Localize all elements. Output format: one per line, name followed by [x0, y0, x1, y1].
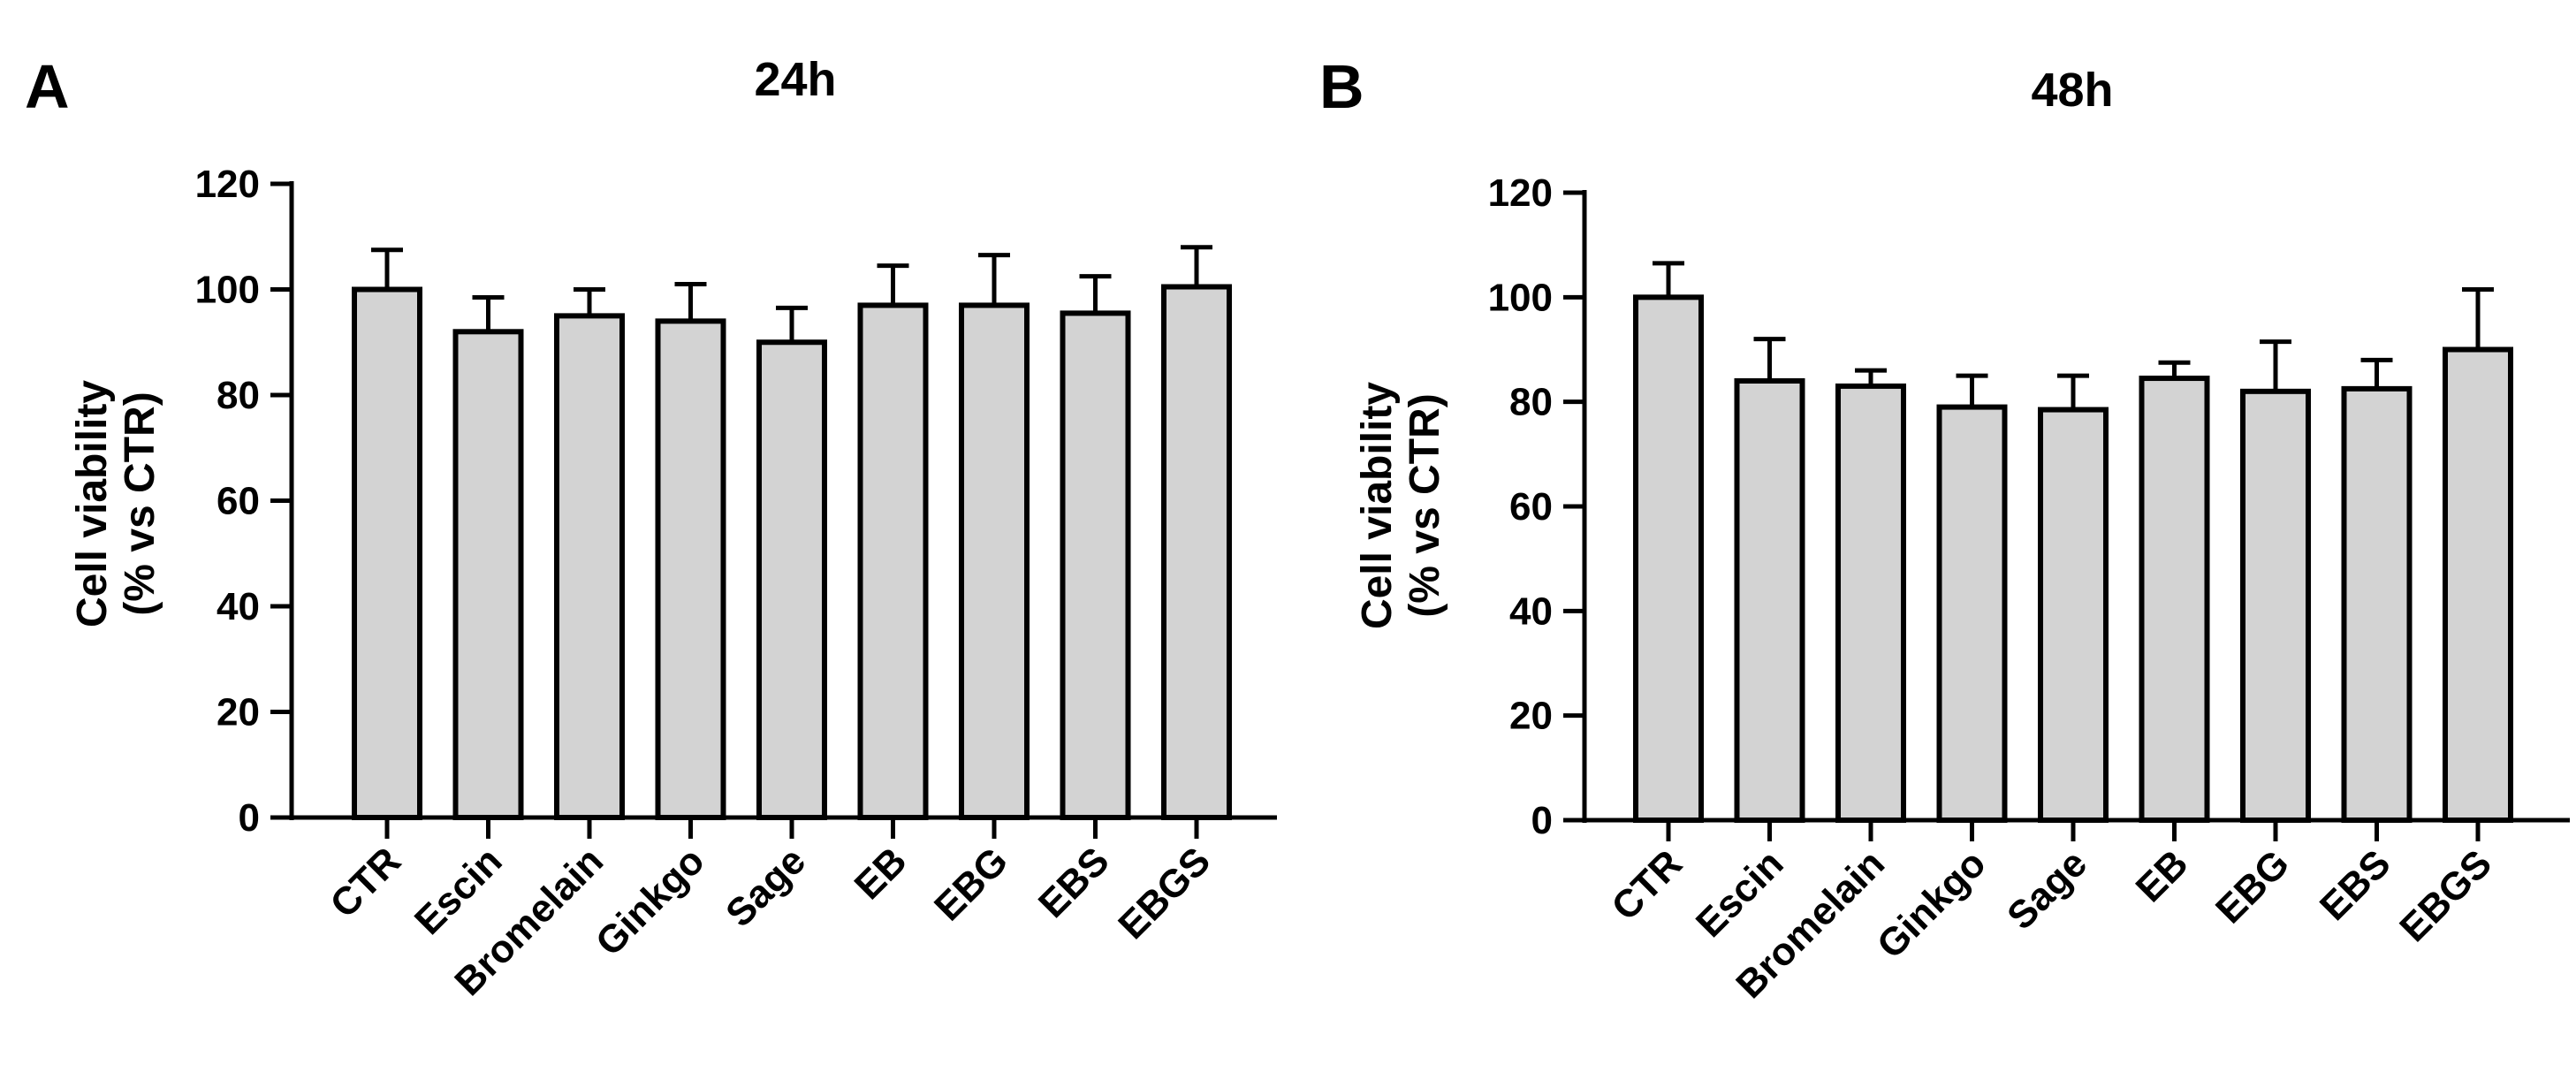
y-axis-label-line2: (% vs CTR) [117, 392, 163, 615]
y-tick-label: 120 [1488, 171, 1553, 215]
bar-bromelain [554, 313, 625, 820]
y-tick-label: 120 [195, 163, 260, 206]
x-tick-label-ebs: EBS [1030, 839, 1118, 926]
x-tick-label-ebgs: EBGS [2391, 841, 2500, 950]
y-tick-label: 60 [1509, 485, 1553, 529]
panel-letter-a: A [25, 52, 70, 121]
bar-ebgs [1161, 284, 1232, 820]
panel-a: A 24h Cell viability (% vs CTR) 0 20 40 60 8… [25, 52, 1277, 1004]
x-tick-label-ebg: EBG [926, 839, 1016, 929]
x-tick-label-ctr: CTR [1603, 841, 1691, 929]
bar-ebg [959, 302, 1030, 820]
bar-ebgs [2443, 346, 2513, 823]
bar-ctr [352, 286, 422, 820]
bar-eb [857, 302, 929, 820]
y-tick-label: 0 [239, 796, 260, 840]
bar-escin [1734, 378, 1805, 823]
bars [352, 284, 1232, 821]
chart-title-24h: 24h [754, 53, 836, 106]
x-tick-label-sage: Sage [1999, 841, 2095, 938]
bar-ginkgo [1936, 404, 2008, 823]
y-tick-label: 40 [1509, 589, 1553, 633]
x-tick-label-ginkgo: Ginkgo [588, 839, 713, 964]
bar-ebg [2240, 388, 2311, 823]
x-tick-label-ebgs: EBGS [1110, 839, 1219, 947]
bar-ginkgo [655, 318, 726, 821]
bar-bromelain [1835, 383, 1906, 823]
y-tick-label: 40 [217, 585, 260, 628]
bar-ebs [2341, 385, 2413, 823]
y-ticks: 0 20 40 60 80 100 120 [1488, 171, 1584, 842]
y-tick-label: 60 [217, 480, 260, 523]
y-axis-label: Cell viability (% vs CTR) [69, 380, 163, 627]
bar-sage [2038, 407, 2109, 823]
bar-eb [2139, 376, 2210, 823]
y-tick-label: 20 [217, 691, 260, 734]
y-tick-label: 80 [1509, 381, 1553, 424]
x-tick-label-ctr: CTR [322, 839, 409, 926]
error-bars [1653, 261, 2494, 410]
x-tick-label-sage: Sage [718, 839, 814, 935]
x-tick-label-eb: EB [2128, 841, 2197, 910]
y-tick-label: 80 [217, 374, 260, 417]
bar-ebs [1060, 310, 1131, 820]
x-tick-label-ginkgo: Ginkgo [1869, 841, 1995, 967]
y-tick-label: 0 [1531, 799, 1553, 842]
x-tick-label-ebg: EBG [2207, 841, 2298, 932]
y-tick-label: 100 [1488, 276, 1553, 319]
error-bars [371, 245, 1212, 343]
bar-escin [452, 329, 524, 820]
y-tick-label: 20 [1509, 695, 1553, 738]
chart-title-48h: 48h [2031, 64, 2113, 117]
bar-ctr [1633, 294, 1704, 824]
bar-sage [756, 339, 827, 820]
x-tick-label-eb: EB [847, 839, 916, 908]
x-tick-label-ebs: EBS [2312, 841, 2399, 929]
y-tick-label: 100 [195, 269, 260, 312]
panel-letter-b: B [1319, 52, 1364, 121]
panel-b: B 48h Cell viability (% vs CTR) 0 20 40 60 8… [1319, 52, 2570, 1007]
y-axis-label-line1: Cell viability [69, 380, 116, 627]
y-axis-label: Cell viability (% vs CTR) [1354, 382, 1448, 629]
y-axis-label-line1: Cell viability [1354, 382, 1401, 629]
y-axis-label-line2: (% vs CTR) [1402, 393, 1448, 617]
y-ticks: 0 20 40 60 80 100 120 [195, 163, 292, 840]
